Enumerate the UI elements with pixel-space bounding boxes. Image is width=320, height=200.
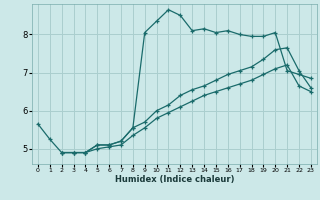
X-axis label: Humidex (Indice chaleur): Humidex (Indice chaleur) [115, 175, 234, 184]
